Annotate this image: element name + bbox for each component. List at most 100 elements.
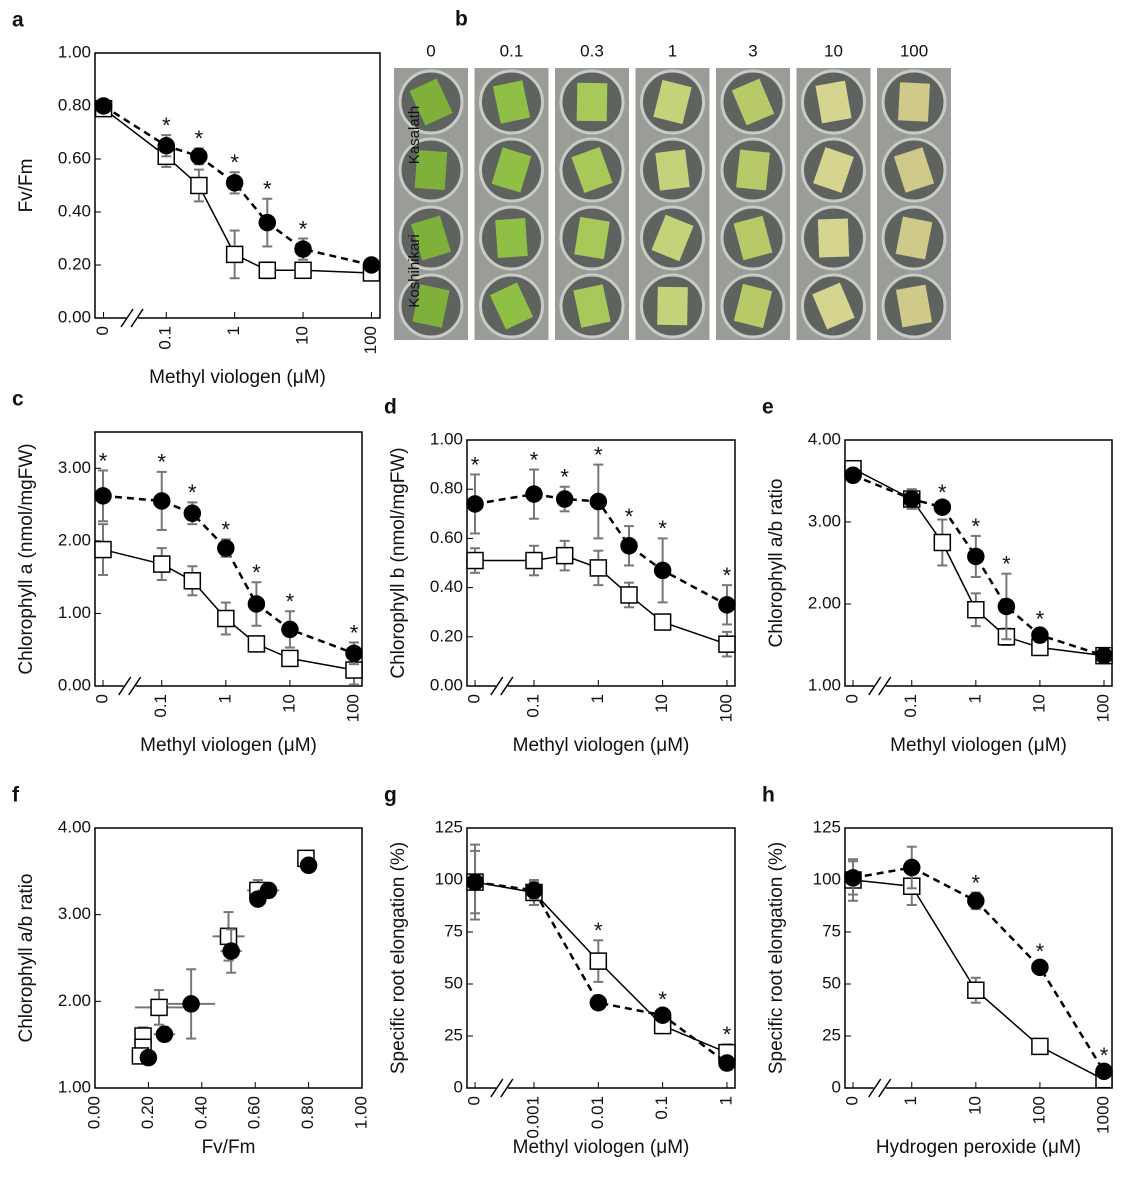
leaf: [813, 147, 854, 193]
data-point: [345, 644, 363, 663]
y-tick-label: 125: [813, 817, 841, 836]
data-point: [1031, 626, 1049, 644]
data-point: [718, 596, 736, 614]
data-point: [281, 620, 299, 639]
data-point: [653, 613, 672, 631]
axis-break: [500, 676, 514, 696]
significance-mark: *: [162, 113, 171, 138]
y-tick-label: 100: [435, 869, 463, 888]
x-tick-label: 1: [215, 694, 234, 703]
axis-break: [868, 1078, 882, 1098]
data-point: [182, 995, 200, 1013]
y-tick-label: 25: [822, 1025, 841, 1044]
x-tick-label: 1000: [1093, 1096, 1112, 1134]
y-tick-label: 3.00: [58, 458, 91, 477]
leaf: [817, 218, 850, 258]
data-point: [466, 551, 484, 570]
y-tick-label: 0.00: [58, 307, 91, 326]
data-point: [555, 490, 574, 508]
y-axis-label: Chlorophyll a (nmol/mgFW): [16, 443, 37, 674]
data-point: [844, 869, 862, 887]
data-point: [139, 1048, 158, 1067]
data-point: [94, 97, 113, 115]
data-point: [589, 492, 608, 511]
y-tick-label: 1.00: [58, 1077, 91, 1096]
data-point: [525, 881, 543, 900]
leaf: [495, 217, 528, 259]
leaf: [414, 149, 448, 191]
row-label: Kasalath: [406, 106, 423, 164]
plot-frame: [94, 827, 363, 1089]
data-point: [589, 952, 608, 970]
axis-break-gap: [495, 683, 508, 689]
data-point: [247, 635, 266, 653]
leaf: [893, 147, 935, 193]
y-tick-label: 2.00: [58, 530, 91, 549]
leaf: [733, 215, 773, 261]
x-tick-label: 1: [588, 694, 607, 703]
panel-label: d: [384, 396, 397, 419]
significance-mark: *: [972, 870, 981, 895]
data-point: [281, 649, 299, 668]
series-line: [852, 866, 1106, 1073]
data-point: [997, 597, 1016, 616]
x-tick-label: 10: [652, 694, 671, 713]
data-point: [620, 537, 638, 555]
y-tick-label: 0: [832, 1077, 841, 1096]
y-tick-label: 0: [454, 1077, 463, 1096]
y-tick-label: 2.00: [808, 593, 841, 612]
leaf: [651, 214, 694, 262]
series-line: [852, 474, 1105, 657]
x-tick-label: 0.80: [298, 1096, 317, 1129]
axis-break: [490, 1078, 504, 1098]
axis-break-gap: [873, 683, 886, 689]
axis-break: [500, 1078, 514, 1098]
plot-frame: [844, 827, 1113, 1089]
x-tick-label: 0.1: [901, 694, 920, 718]
significance-mark: *: [188, 480, 197, 505]
leaf: [731, 78, 775, 126]
leaf: [895, 284, 933, 328]
axis-break: [878, 1078, 892, 1098]
data-point: [150, 998, 168, 1017]
series-line: [474, 880, 728, 1065]
leaf: [733, 283, 773, 329]
data-point: [362, 256, 381, 274]
x-axis-label: Methyl viologen (μM): [890, 735, 1067, 756]
x-tick-label: 0.1: [156, 326, 175, 350]
y-axis-label: Fv/Fm: [16, 159, 37, 213]
x-tick-label: 100: [343, 694, 362, 722]
significance-mark: *: [938, 480, 947, 505]
x-tick-label: 100: [1029, 1096, 1048, 1124]
x-tick-label: 10: [1029, 694, 1048, 713]
data-point: [222, 942, 240, 960]
significance-mark: *: [471, 452, 480, 477]
y-tick-label: 75: [822, 921, 841, 940]
data-point: [1031, 1037, 1049, 1056]
x-tick-label: 100: [1093, 694, 1112, 722]
significance-mark: *: [195, 126, 204, 151]
significance-mark: *: [286, 589, 295, 614]
significance-mark: *: [594, 918, 603, 943]
x-tick-label: 0: [465, 694, 484, 703]
data-point: [153, 555, 171, 573]
data-point: [249, 890, 267, 908]
significance-mark: *: [723, 1022, 732, 1047]
significance-mark: *: [530, 447, 539, 472]
x-tick-label: 0.01: [588, 1096, 607, 1129]
panel-label: g: [384, 784, 397, 807]
leaf: [898, 82, 930, 122]
y-tick-label: 0.40: [430, 577, 463, 596]
significance-mark: *: [625, 504, 634, 529]
data-point: [620, 586, 638, 604]
y-axis-label: Chlorophyll a/b ratio: [16, 874, 37, 1043]
significance-mark: *: [222, 517, 231, 542]
x-tick-label: 0.1: [523, 694, 542, 718]
axis-break-gap: [126, 315, 139, 321]
data-point: [933, 498, 952, 516]
significance-mark: *: [230, 150, 239, 175]
axis-break: [878, 676, 892, 696]
data-point: [653, 561, 672, 580]
data-point: [555, 546, 574, 565]
panel-label: f: [12, 784, 20, 807]
